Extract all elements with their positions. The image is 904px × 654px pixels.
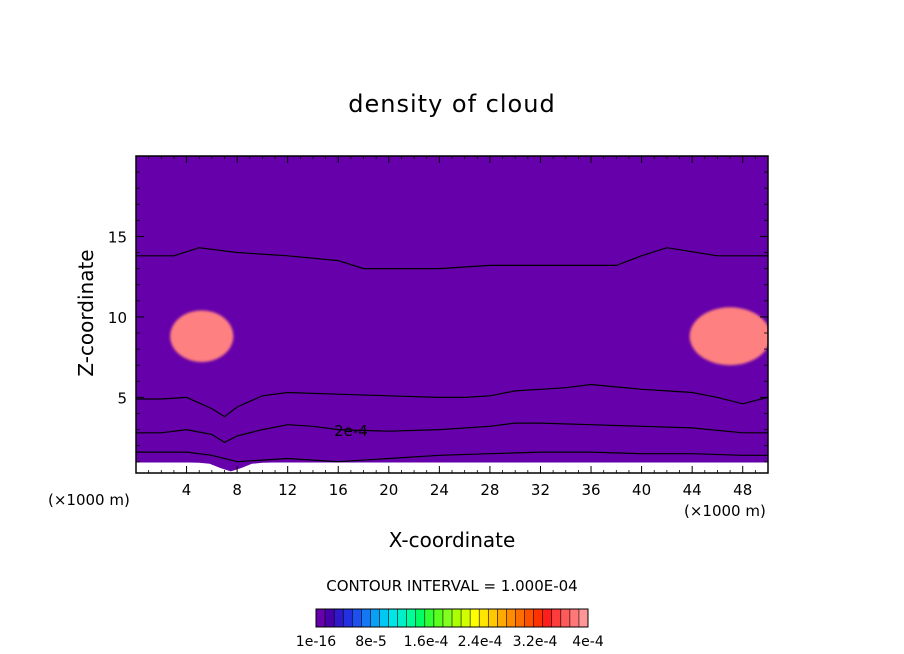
colorbar-swatch [370, 609, 380, 627]
colorbar-swatch [433, 609, 444, 627]
colorbar-swatch [515, 609, 525, 627]
y-axis-ticks: 5 10 15 [108, 171, 768, 463]
colorbar-swatch [452, 609, 462, 627]
colorbar-swatch [524, 609, 534, 627]
colorbar-swatch [461, 609, 471, 627]
x-tick-label: 32 [531, 481, 550, 499]
colorbar-swatch [388, 609, 398, 627]
colorbar-swatch [479, 609, 489, 627]
x-tick-label: 48 [733, 481, 752, 499]
contour-line-upper [136, 247, 768, 270]
colorbar-swatch [506, 609, 516, 627]
colorbar-swatch [352, 609, 362, 627]
colorbar-swatch [406, 609, 417, 627]
x-tick-label: 40 [632, 481, 651, 499]
x-tick-label: 4 [182, 481, 192, 499]
max-density-region [689, 307, 768, 366]
x-axis-label: X-coordinate [389, 528, 516, 552]
colorbar-swatch [379, 609, 389, 627]
colorbar-label: 1.6e-4 [404, 634, 449, 650]
colorbar-swatch [560, 609, 571, 627]
x-unit-left: (×1000 m) [48, 491, 130, 509]
colorbar-swatch [488, 609, 498, 627]
colorbar-label: 3.2e-4 [513, 634, 558, 650]
y-tick-label: 5 [117, 389, 127, 407]
colorbar-swatch [397, 609, 407, 627]
colorbar-swatch [442, 609, 453, 627]
contour-line-low [136, 451, 768, 463]
colorbar-swatch [424, 609, 435, 627]
contour-label: 2e-4 [334, 422, 368, 440]
colorbar-labels: 1e-16 8e-5 1.6e-4 2.4e-4 3.2e-4 4e-4 [296, 634, 604, 650]
colorbar-swatch [470, 609, 480, 627]
x-axis-ticks: 4 8 12 16 20 24 28 32 36 40 44 48 [148, 156, 756, 499]
colorbar-swatch [415, 609, 426, 627]
contour-line-2e-4 [136, 422, 768, 444]
y-axis-label: Z-coordinate [74, 249, 98, 376]
colorbar-swatch [542, 609, 553, 627]
y-tick-label: 10 [108, 309, 127, 327]
x-tick-label: 24 [430, 481, 449, 499]
colorbar-label: 2.4e-4 [458, 634, 503, 650]
colorbar-swatch [343, 609, 353, 627]
x-tick-label: 16 [329, 481, 348, 499]
density-field [136, 156, 768, 473]
field-band [136, 156, 768, 473]
colorbar-swatch [569, 609, 580, 627]
colorbar-swatch [533, 609, 543, 627]
chart-title: density of cloud [348, 90, 555, 118]
x-tick-label: 36 [581, 481, 600, 499]
colorbar [315, 608, 589, 628]
colorbar-swatch [497, 609, 507, 627]
colorbar-swatch [551, 609, 562, 627]
colorbar-swatch [316, 609, 326, 627]
colorbar-label: 8e-5 [355, 634, 386, 650]
colorbar-label: 4e-4 [572, 634, 604, 650]
colorbar-swatch [325, 609, 335, 627]
max-density-region [170, 310, 234, 362]
colorbar-swatch [361, 609, 371, 627]
x-tick-label: 20 [379, 481, 398, 499]
ground-gap [136, 462, 768, 473]
y-tick-label: 15 [108, 228, 127, 246]
x-tick-label: 44 [683, 481, 702, 499]
colorbar-swatch [334, 609, 344, 627]
contour-lines [136, 247, 768, 463]
colorbar-label: 1e-16 [296, 634, 336, 650]
x-unit-right: (×1000 m) [684, 502, 766, 520]
contour-interval-text: CONTOUR INTERVAL = 1.000E-04 [326, 577, 577, 595]
colorbar-swatch [578, 609, 589, 627]
contour-line-mid [136, 383, 768, 418]
x-tick-label: 8 [232, 481, 242, 499]
x-tick-label: 28 [480, 481, 499, 499]
x-tick-label: 12 [278, 481, 297, 499]
